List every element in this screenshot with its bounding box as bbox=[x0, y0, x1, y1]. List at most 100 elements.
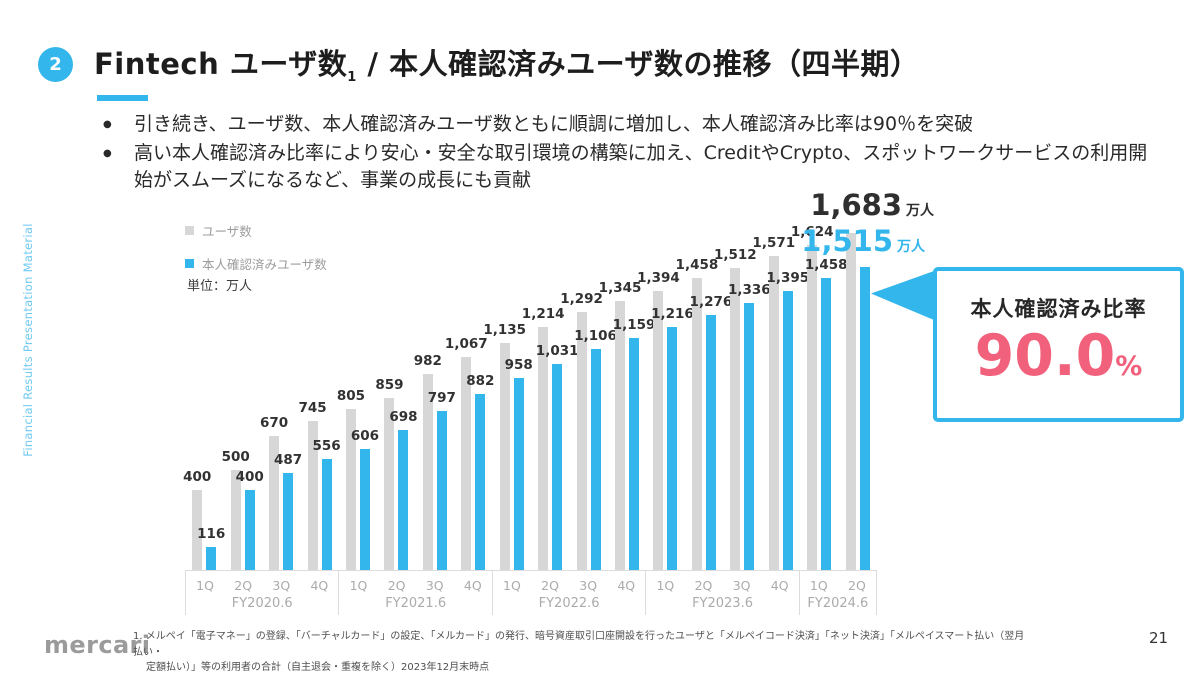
footnote-line: 1. メルペイ「電子マネー」の登録、「バーチャルカード」の設定、「メルカード」の… bbox=[133, 631, 1025, 658]
bullet-item: 高い本人確認済み比率により安心・安全な取引環境の構築に加え、CreditやCry… bbox=[98, 140, 1150, 194]
bar-value-label: 400 bbox=[235, 469, 264, 485]
legend-swatch-users bbox=[185, 226, 194, 235]
bar-verified bbox=[590, 348, 601, 570]
axis-fy-section: 1Q 2Q FY2024.6 bbox=[800, 571, 877, 615]
bar-value-label: 882 bbox=[466, 372, 495, 389]
bar-verified bbox=[667, 326, 678, 570]
bar-value-label: 1,067 bbox=[444, 335, 488, 352]
bar-verified bbox=[475, 393, 486, 570]
axis-fy-section: 1Q 2Q 3Q 4Q FY2023.6 bbox=[646, 571, 800, 615]
page-title: Fintech ユーザ数1 / 本人確認済みユーザ数の推移（四半期） bbox=[94, 41, 920, 85]
bar-value-label: 958 bbox=[504, 357, 533, 374]
bar-value-label: 1,106 bbox=[574, 327, 617, 344]
axis-fy-section: 1Q 2Q 3Q 4Q FY2021.6 bbox=[339, 571, 493, 615]
bar-users bbox=[384, 398, 395, 570]
bar-group: 670 487 bbox=[260, 205, 302, 570]
bar-users bbox=[730, 267, 741, 570]
bar-value-label: 116 bbox=[197, 525, 226, 542]
bar-users bbox=[461, 356, 472, 570]
bar-users bbox=[345, 409, 356, 570]
bar-users bbox=[192, 490, 203, 570]
bar-value-label: 1,336 bbox=[727, 281, 771, 298]
bar-value-label: 805 bbox=[336, 388, 366, 404]
bar-users bbox=[422, 373, 433, 570]
bullet-list: 引き続き、ユーザ数、本人確認済みユーザ数ともに順調に増加し、本人確認済み比率は9… bbox=[98, 111, 1150, 196]
bar-value-label: 859 bbox=[375, 377, 404, 394]
axis-quarter-label: 2Q bbox=[848, 578, 866, 593]
callout-title: 本人確認済み比率 bbox=[970, 297, 1147, 321]
bar-group: 1,292 1,106 bbox=[560, 205, 617, 570]
axis-quarter-label: 1Q bbox=[809, 578, 828, 593]
highlight-verified-unit: 万人 bbox=[897, 239, 925, 255]
axis-quarter-label: 2Q bbox=[541, 578, 559, 593]
axis-fy-label: FY2020.6 bbox=[231, 596, 293, 611]
bar-users bbox=[653, 291, 664, 570]
bar-value-label: 1,394 bbox=[637, 270, 680, 287]
chart-legend: ユーザ数 本人確認済みユーザ数 bbox=[185, 221, 327, 287]
bar-users bbox=[269, 436, 280, 570]
bar-group: 1,512 1,336 bbox=[714, 205, 771, 570]
bar-group: 1,394 1,216 bbox=[637, 205, 694, 570]
bar-group: 500 400 bbox=[222, 205, 264, 570]
bar-value-label: 1,571 bbox=[752, 234, 796, 251]
bar-verified bbox=[359, 448, 370, 570]
bar-verified bbox=[552, 363, 563, 570]
bar-verified bbox=[821, 278, 832, 570]
callout-value: 90.0% bbox=[974, 323, 1143, 389]
axis-quarter-label: 4Q bbox=[310, 578, 329, 593]
bar-users bbox=[499, 343, 510, 570]
axis-quarter-label: 3Q bbox=[579, 578, 598, 593]
bar-group: 1,135 958 bbox=[483, 205, 533, 570]
bar-value-label: 1,216 bbox=[651, 305, 694, 322]
legend-label: ユーザ数 bbox=[202, 224, 252, 239]
bar-group: 400 116 bbox=[183, 205, 226, 570]
bar-value-label: 1,214 bbox=[521, 306, 565, 323]
x-axis: 1Q 2Q 3Q 4Q FY2020.6 1Q 2Q 3Q 4Q FY2021.6 1Q 2Q 3Q 4Q… bbox=[185, 570, 877, 615]
bar-group: 1,624 1,458 bbox=[791, 205, 848, 570]
title-footnote-marker: 1 bbox=[347, 69, 357, 85]
bar-value-label: 670 bbox=[260, 415, 289, 431]
bar-users bbox=[576, 311, 587, 570]
highlight-verified-label: 1,515 万人 bbox=[801, 224, 925, 258]
footnote: 1. メルペイ「電子マネー」の登録、「バーチャルカード」の設定、「メルカード」の… bbox=[133, 629, 1033, 675]
bar-users bbox=[768, 255, 779, 570]
axis-fy-label: FY2023.6 bbox=[692, 596, 753, 611]
axis-fy-label: FY2022.6 bbox=[538, 596, 600, 611]
bar-verified bbox=[206, 546, 217, 570]
bar-verified bbox=[782, 291, 793, 570]
bar-value-label: 1,292 bbox=[560, 290, 603, 307]
title-underline bbox=[97, 95, 148, 101]
bar-group: 1,571 1,395 bbox=[752, 205, 809, 570]
bar-verified bbox=[744, 302, 755, 570]
bar-verified bbox=[321, 458, 332, 570]
bar-group: 859 698 bbox=[375, 205, 418, 570]
axis-quarter-label: 2Q bbox=[387, 578, 406, 593]
bar-users bbox=[230, 470, 241, 570]
bar-group: 745 556 bbox=[298, 205, 341, 570]
bar-verified bbox=[398, 430, 409, 570]
bar-value-label: 1,395 bbox=[766, 270, 810, 286]
callout-unit: % bbox=[1115, 351, 1143, 382]
bar-verified bbox=[859, 267, 870, 570]
axis-quarter-label: 1Q bbox=[656, 578, 675, 593]
chart-unit-label: 単位：万人 bbox=[187, 279, 253, 294]
callout-pointer bbox=[871, 271, 934, 320]
legend-item-verified: 本人確認済みユーザ数 bbox=[185, 254, 327, 273]
bar-users bbox=[845, 233, 856, 570]
legend-item-users: ユーザ数 bbox=[185, 221, 327, 240]
bar-value-label: 982 bbox=[413, 352, 442, 369]
mercari-logo: mercari bbox=[44, 631, 151, 659]
bar-group: 982 797 bbox=[413, 205, 456, 570]
bar-value-label: 400 bbox=[183, 469, 212, 485]
verified-ratio-callout: 本人確認済み比率 90.0% bbox=[933, 267, 1184, 422]
axis-quarter-label: 4Q bbox=[463, 578, 482, 593]
legend-swatch-verified bbox=[185, 259, 194, 268]
axis-quarter-label: 3Q bbox=[732, 578, 751, 593]
bar-users bbox=[538, 327, 549, 570]
axis-quarter-label: 3Q bbox=[272, 578, 291, 593]
axis-fy-section: 1Q 2Q 3Q 4Q FY2022.6 bbox=[493, 571, 647, 615]
bar-group: 1,067 882 bbox=[445, 205, 495, 570]
sidebar-watermark: Financial Results Presentation Material bbox=[21, 223, 35, 457]
bar-value-label: 1,345 bbox=[598, 280, 642, 296]
